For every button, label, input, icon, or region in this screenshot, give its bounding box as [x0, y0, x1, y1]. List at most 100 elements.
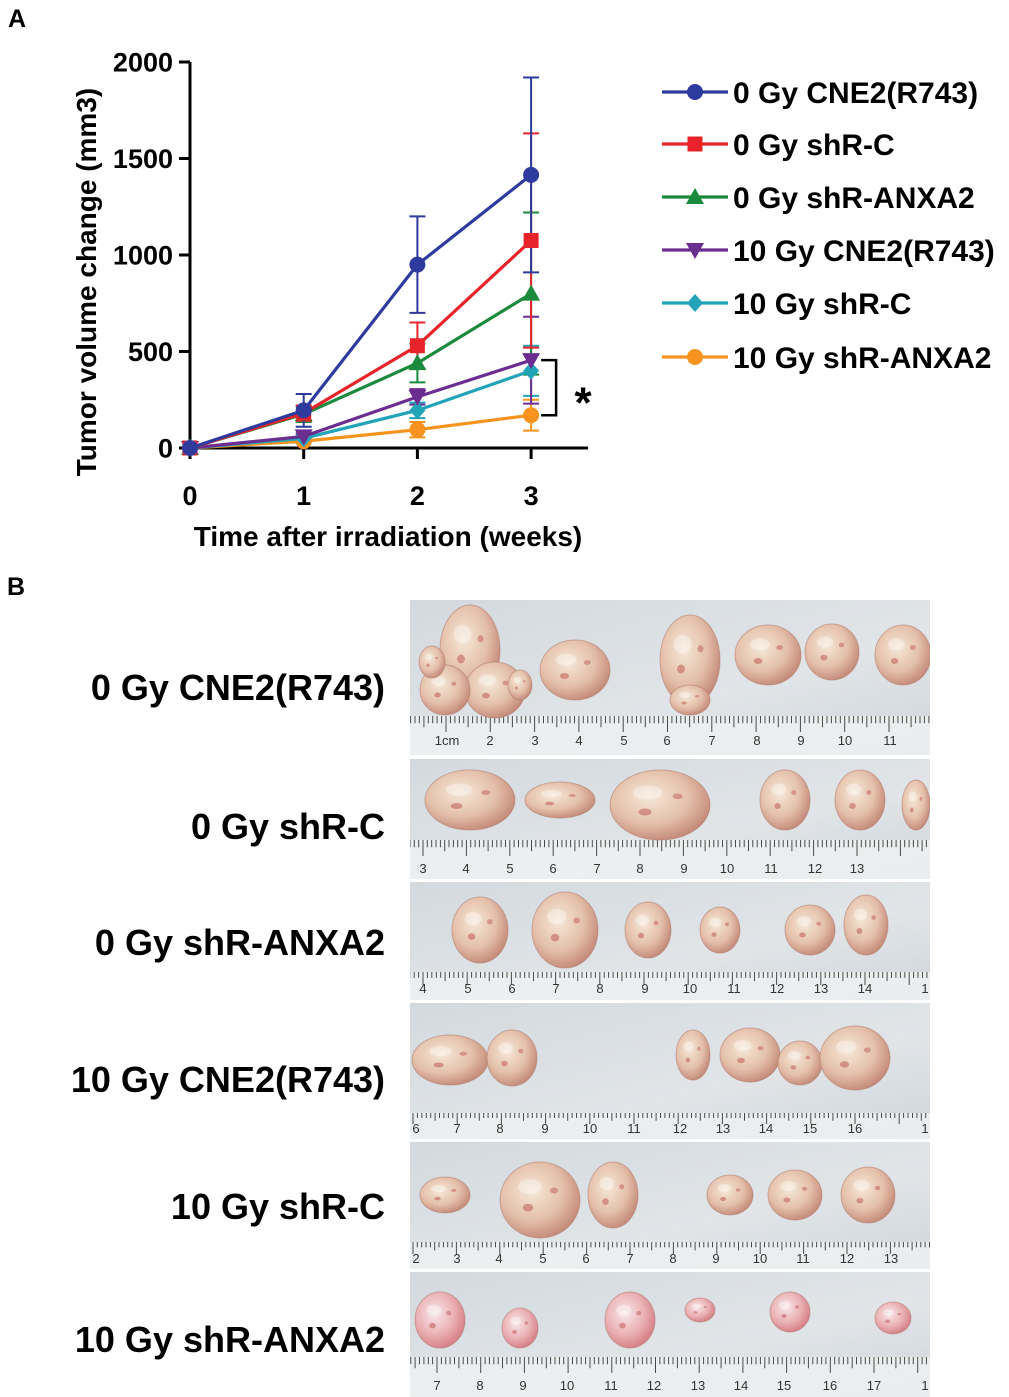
tumor-body	[524, 781, 596, 819]
ruler-number: 11	[796, 1251, 810, 1266]
ruler	[410, 1242, 930, 1269]
ruler-number: 6	[508, 981, 515, 996]
ruler-number: 11	[764, 861, 778, 876]
tumor-body	[604, 1291, 656, 1349]
tumor-body	[834, 769, 886, 831]
y-tick-label: 1000	[113, 241, 173, 271]
ruler-number: 1	[921, 981, 928, 996]
tumor-spot	[672, 793, 683, 800]
photo-row-10-gy-shr-anxa2: 7 8 9 10 11 12 13 14 15 16 17 1	[410, 1272, 930, 1397]
tumor	[507, 669, 533, 701]
tumor-spot	[602, 1198, 609, 1205]
tumor-spot	[482, 692, 490, 699]
ruler-number: 13	[691, 1378, 705, 1393]
tumor-spot	[801, 1186, 808, 1191]
tumor-spot	[457, 654, 465, 664]
ruler-ticks	[412, 1242, 930, 1254]
tumor	[499, 1161, 581, 1239]
tumor-highlight	[771, 783, 787, 796]
tumor	[759, 769, 811, 831]
tumor-body	[699, 906, 741, 954]
tumor-highlight	[883, 1309, 894, 1316]
tumor-highlight	[510, 1317, 521, 1325]
tumor	[901, 779, 930, 831]
tumor-spot	[451, 681, 457, 686]
ruler-number: 9	[541, 1121, 548, 1136]
tumor	[531, 891, 599, 969]
tumor-body	[734, 624, 802, 686]
tumor	[419, 1176, 471, 1214]
legend-item-10-gy-shr-c: 10 Gy shR-C	[662, 288, 911, 321]
tumor-highlight	[518, 1179, 542, 1195]
tumor-highlight	[673, 635, 692, 654]
tumor-body	[706, 1174, 754, 1216]
tumor-spot	[697, 645, 704, 653]
legend-label: 10 Gy shR-ANXA2	[733, 342, 991, 375]
data-point-week-2	[408, 354, 427, 371]
tumor-highlight	[513, 676, 521, 683]
tumor-spot	[791, 790, 797, 795]
data-point-week-2	[409, 338, 425, 354]
data-point-week-3	[523, 361, 540, 380]
tumor-spot	[799, 932, 806, 938]
tumor	[418, 645, 446, 679]
tumor-highlight	[635, 914, 650, 926]
tumor-volume-chart: 0 500 1000 1500 2000 0 1 2 3 Tumor volume change…	[71, 48, 995, 553]
data-point-week-3	[522, 353, 541, 370]
ruler-number: 9	[797, 733, 804, 748]
tumor-spot	[459, 1051, 468, 1056]
data-point-week-2	[409, 421, 426, 438]
ruler-number: 17	[867, 1378, 881, 1393]
tumor-spot	[477, 635, 484, 643]
tumor-spot	[910, 645, 916, 650]
tumor-spot	[909, 807, 914, 813]
tumor-body	[684, 1297, 716, 1323]
series-line	[189, 173, 533, 450]
tumor-spot	[711, 932, 717, 937]
ruler-number: 12	[840, 1251, 854, 1266]
series-10-gy-cne2-r743	[181, 353, 541, 457]
tumor-spot	[866, 790, 872, 795]
ruler-number: 2	[412, 1251, 419, 1266]
tumor-spot	[697, 1046, 701, 1051]
tumor-spot	[638, 932, 645, 939]
tumor-highlight	[555, 653, 577, 666]
ruler-number: 16	[823, 1378, 837, 1393]
tumor-highlight	[717, 1184, 732, 1192]
tumor-spot	[720, 1197, 727, 1201]
tumor-body	[587, 1161, 639, 1229]
tumor	[769, 1291, 811, 1333]
tumor-spot	[863, 1047, 871, 1053]
tumor-spot	[523, 680, 526, 683]
tumor	[451, 896, 509, 964]
tumor-body	[675, 1029, 711, 1081]
tumor-highlight	[817, 636, 834, 648]
ruler-number: 15	[777, 1378, 791, 1393]
tumor-spot	[550, 933, 560, 942]
tumor	[804, 623, 860, 681]
tumor-body	[499, 1161, 581, 1239]
tumor-spot	[871, 915, 876, 920]
ruler-number: 15	[803, 1121, 817, 1136]
ruler-number: 7	[453, 1121, 460, 1136]
row-label-0gy-shr-c: 0 Gy shR-C	[190, 806, 385, 847]
ruler-number: 10	[583, 1121, 597, 1136]
tumor-body	[874, 1301, 912, 1335]
legend-label: 0 Gy shR-C	[733, 129, 895, 162]
ruler-ticks	[410, 972, 928, 985]
tumor	[424, 769, 516, 831]
tumor-body	[759, 769, 811, 831]
tumor-spot	[487, 919, 493, 925]
tumor-spot	[619, 1322, 626, 1329]
tumor-highlight	[779, 1301, 791, 1309]
tumor	[734, 624, 802, 686]
ruler-number: 13	[850, 861, 864, 876]
tumor-spot	[737, 1057, 745, 1064]
ruler-number: 11	[883, 733, 897, 748]
tumor-body	[507, 669, 533, 701]
y-tick-label: 2000	[113, 48, 173, 78]
tumor-spot	[434, 1196, 441, 1201]
tumor-body	[501, 1307, 539, 1349]
tumor-body	[769, 1291, 811, 1333]
ruler-number: 13	[884, 1251, 898, 1266]
